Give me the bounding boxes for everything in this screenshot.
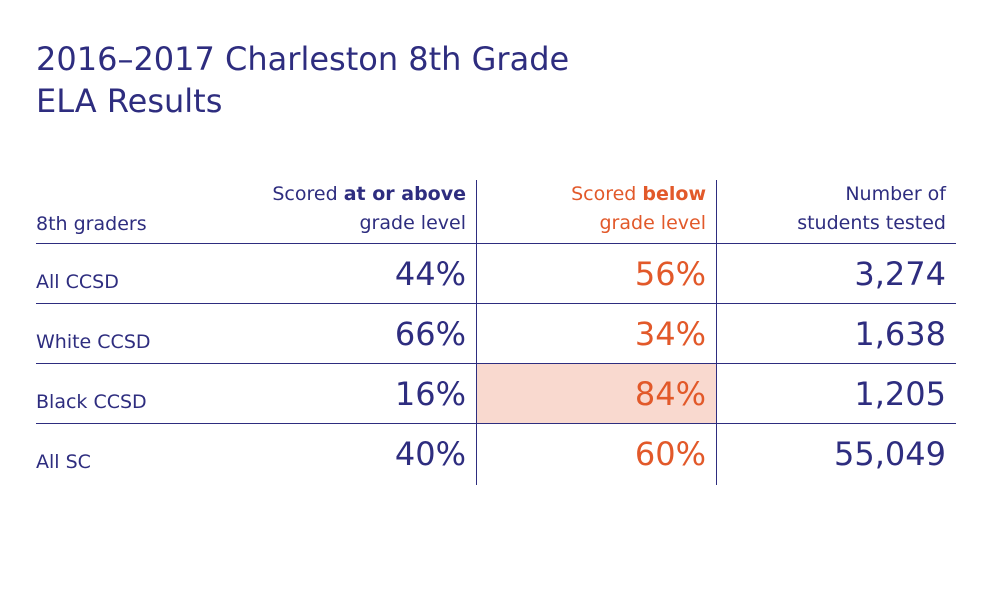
table-row: Black CCSD 16% 84% 1,205: [36, 363, 956, 423]
row-label: All SC: [36, 451, 91, 473]
cell-below: 34%: [634, 315, 706, 353]
row-label: Black CCSD: [36, 391, 147, 413]
row-divider-1: [36, 303, 956, 304]
row-label: All CCSD: [36, 271, 119, 293]
header-at-or-above-line-2: grade level: [359, 212, 467, 234]
results-table: 8th graders Scored at or above grade lev…: [36, 180, 956, 485]
header-students-tested: Number of students tested: [726, 180, 946, 238]
cell-at-or-above: 44%: [394, 255, 466, 293]
header-below-pre: Scored: [571, 183, 643, 205]
header-at-or-above-pre: Scored: [272, 183, 344, 205]
cell-at-or-above: 66%: [394, 315, 466, 353]
header-students-tested-line-2: students tested: [797, 212, 946, 234]
header-below-bold: below: [642, 183, 706, 205]
column-divider-2: [716, 180, 717, 485]
title-line-2: ELA Results: [36, 82, 223, 120]
row-divider-3: [36, 423, 956, 424]
header-at-or-above-bold: at or above: [343, 183, 466, 205]
cell-below: 56%: [634, 255, 706, 293]
header-below-line-2: grade level: [599, 212, 707, 234]
cell-students-tested: 3,274: [854, 255, 946, 293]
cell-at-or-above: 16%: [394, 375, 466, 413]
cell-students-tested: 55,049: [834, 435, 946, 473]
row-divider-2: [36, 363, 956, 364]
table-row: White CCSD 66% 34% 1,638: [36, 303, 956, 363]
header-label-column: 8th graders: [36, 210, 336, 239]
header-below-line-1: Scored below: [486, 180, 706, 209]
header-at-or-above: Scored at or above grade level: [176, 180, 466, 238]
cell-students-tested: 1,638: [854, 315, 946, 353]
row-divider-header: [36, 243, 956, 244]
header-at-or-above-line-1: Scored at or above: [176, 180, 466, 209]
title-line-1: 2016–2017 Charleston 8th Grade: [36, 40, 570, 78]
cell-below: 84%: [634, 375, 706, 413]
highlight-cell-black-below: [477, 364, 716, 423]
cell-students-tested: 1,205: [854, 375, 946, 413]
row-label: White CCSD: [36, 331, 151, 353]
table-row: All SC 40% 60% 55,049: [36, 423, 956, 483]
chart-title: 2016–2017 Charleston 8th Grade ELA Resul…: [36, 38, 836, 122]
header-students-tested-line-1: Number of: [845, 183, 946, 205]
column-divider-1: [476, 180, 477, 485]
table-row: All CCSD 44% 56% 3,274: [36, 243, 956, 303]
header-label-text: 8th graders: [36, 213, 147, 235]
header-below: Scored below grade level: [486, 180, 706, 238]
cell-at-or-above: 40%: [394, 435, 466, 473]
cell-below: 60%: [634, 435, 706, 473]
